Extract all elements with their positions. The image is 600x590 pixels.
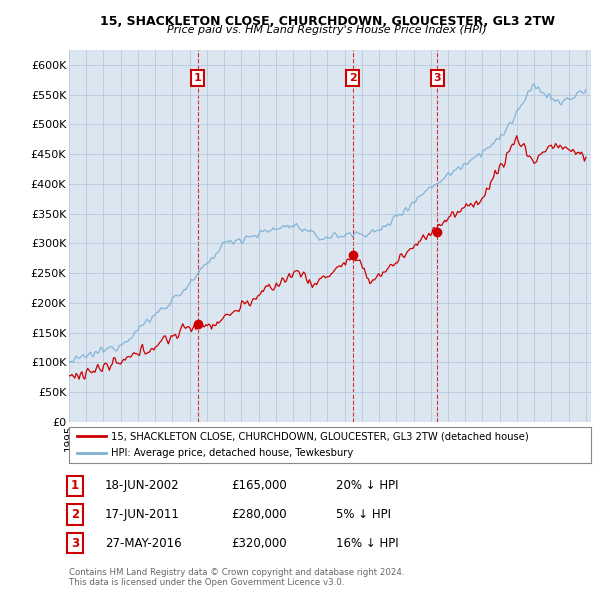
Text: 5% ↓ HPI: 5% ↓ HPI (336, 508, 391, 521)
Text: HPI: Average price, detached house, Tewkesbury: HPI: Average price, detached house, Tewk… (111, 448, 353, 458)
Text: 27-MAY-2016: 27-MAY-2016 (105, 537, 182, 550)
Text: 16% ↓ HPI: 16% ↓ HPI (336, 537, 398, 550)
Text: £165,000: £165,000 (231, 479, 287, 492)
Text: 2: 2 (71, 508, 79, 521)
Text: Contains HM Land Registry data © Crown copyright and database right 2024.
This d: Contains HM Land Registry data © Crown c… (69, 568, 404, 587)
Text: 1: 1 (71, 479, 79, 492)
Text: 15, SHACKLETON CLOSE, CHURCHDOWN, GLOUCESTER, GL3 2TW: 15, SHACKLETON CLOSE, CHURCHDOWN, GLOUCE… (100, 15, 554, 28)
Text: £320,000: £320,000 (231, 537, 287, 550)
Text: 1: 1 (194, 73, 202, 83)
Text: 3: 3 (71, 537, 79, 550)
Text: 18-JUN-2002: 18-JUN-2002 (105, 479, 179, 492)
Text: 15, SHACKLETON CLOSE, CHURCHDOWN, GLOUCESTER, GL3 2TW (detached house): 15, SHACKLETON CLOSE, CHURCHDOWN, GLOUCE… (111, 431, 529, 441)
Text: £280,000: £280,000 (231, 508, 287, 521)
Text: 20% ↓ HPI: 20% ↓ HPI (336, 479, 398, 492)
Text: Price paid vs. HM Land Registry's House Price Index (HPI): Price paid vs. HM Land Registry's House … (167, 25, 487, 35)
Text: 17-JUN-2011: 17-JUN-2011 (105, 508, 180, 521)
Text: 3: 3 (434, 73, 441, 83)
Text: 2: 2 (349, 73, 356, 83)
